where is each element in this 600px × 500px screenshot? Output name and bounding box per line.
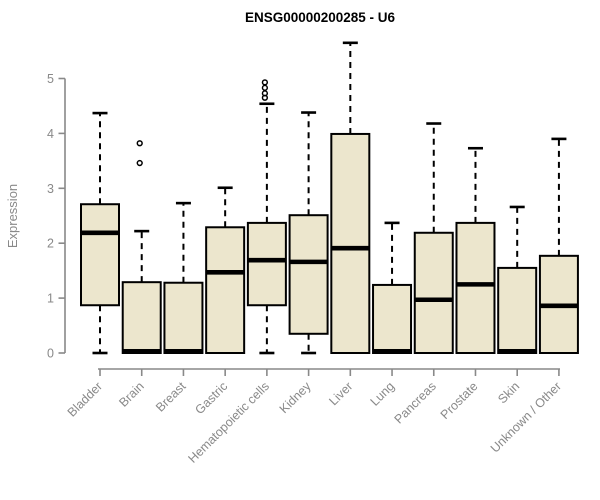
boxplot-box <box>413 231 454 354</box>
boxplot-box <box>246 221 287 307</box>
y-tick-label: 5 <box>47 72 54 86</box>
y-tick-label: 2 <box>47 237 54 251</box>
x-tick-label: Breast <box>153 379 189 415</box>
boxplot-box <box>80 203 120 307</box>
x-tick-label: Skin <box>495 379 522 406</box>
boxplot-box <box>205 226 246 355</box>
boxplot-box <box>455 221 496 354</box>
boxplot-box <box>163 281 204 354</box>
outlier-point <box>136 159 143 167</box>
outlier-point <box>261 84 269 91</box>
x-tick-label: Bladder <box>65 379 105 419</box>
chart-title: ENSG00000200285 - U6 <box>245 10 396 25</box>
x-tick-label: Liver <box>326 379 355 408</box>
boxplot-box <box>372 283 413 355</box>
x-tick-label: Pancreas <box>392 379 439 426</box>
y-tick-label: 0 <box>47 347 54 361</box>
boxplot-box <box>121 281 162 354</box>
x-tick-label: Gastric <box>192 379 230 417</box>
x-tick-label: Hematopoietic cells <box>185 379 272 466</box>
boxplot-box <box>330 132 371 354</box>
boxplot-box <box>497 266 538 354</box>
boxplot-box <box>288 214 329 335</box>
x-tick-label: Brain <box>116 379 147 410</box>
y-tick-label: 4 <box>47 127 54 141</box>
y-tick-label: 1 <box>47 292 54 306</box>
outlier-point <box>136 140 143 147</box>
x-tick-label: Lung <box>368 379 398 409</box>
x-tick-label: Unknown / Other <box>488 379 564 455</box>
plot-area: 0 1 2 3 4 5 Bladder Brain Breast GastricHematopoi… <box>47 41 579 466</box>
outlier-point <box>261 79 269 86</box>
x-tick-label: Kidney <box>277 379 314 416</box>
x-tick-label: Prostate <box>438 379 481 422</box>
outlier-point <box>261 90 269 97</box>
y-axis-label: Expression <box>5 184 20 248</box>
y-tick-label: 3 <box>47 182 54 196</box>
